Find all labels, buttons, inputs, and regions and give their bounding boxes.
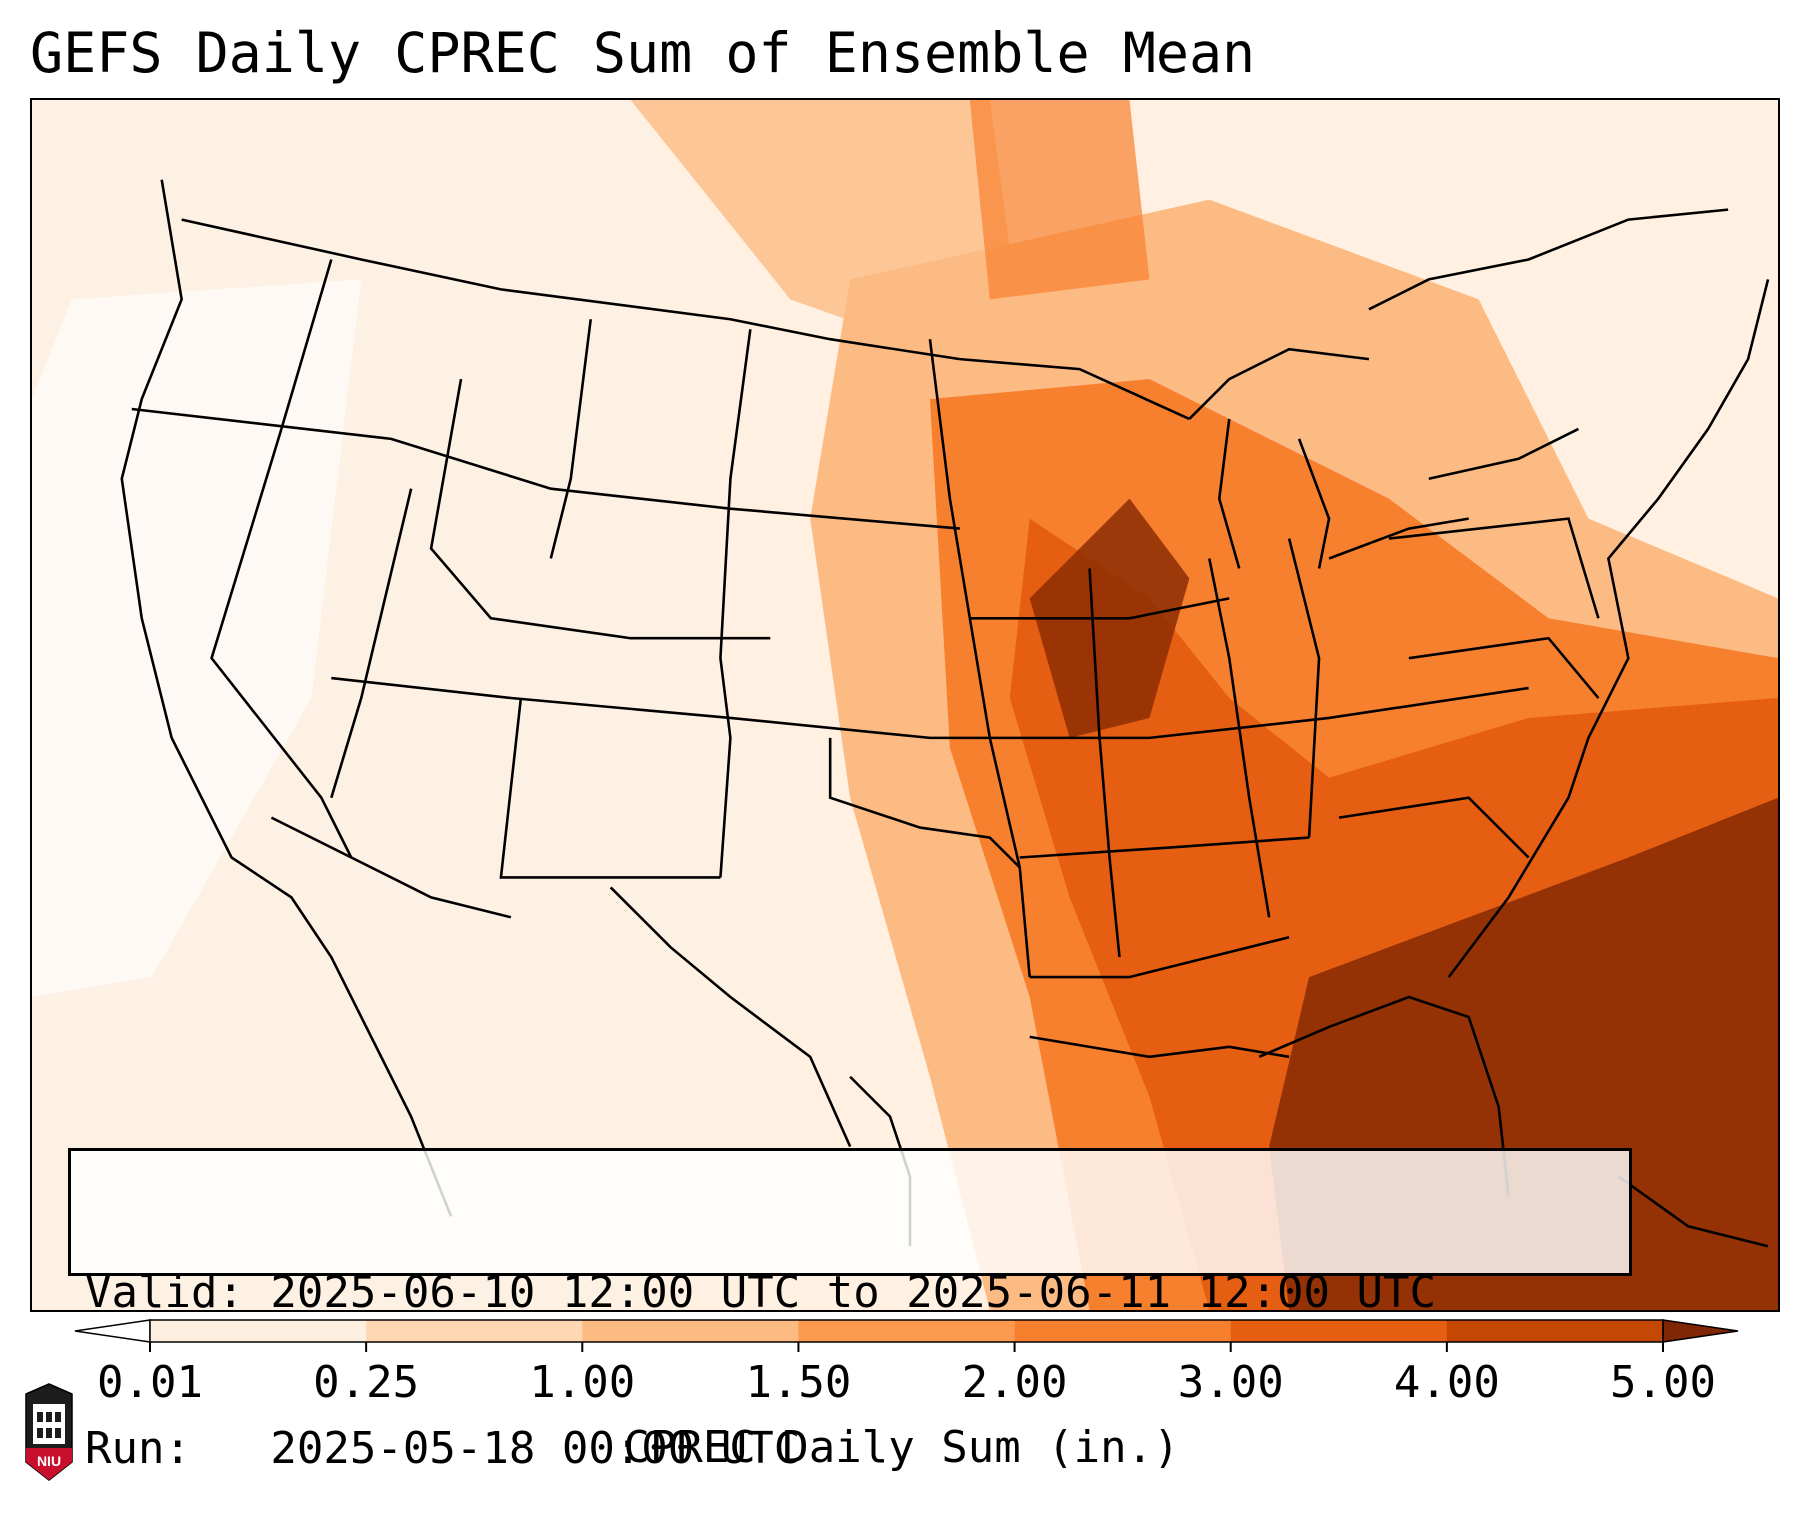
boundary-line: [719, 329, 752, 878]
boundary-line: [429, 378, 771, 640]
boundary-line: [1088, 568, 1121, 958]
colorbar-tick-label: 1.50: [745, 1357, 852, 1408]
colorbar-tick-labels: 0.01 0.25 1.00 1.50 2.00 3.00 4.00 5.00: [0, 1355, 1803, 1415]
colorbar-segment: [1014, 1320, 1232, 1342]
north-plains-precip: [630, 100, 1010, 350]
canada-border: [181, 218, 961, 361]
svg-text:NIU: NIU: [37, 1453, 61, 1469]
boundary-line: [331, 676, 990, 740]
gulf-coastline: [1029, 1035, 1290, 1059]
boundary-line: [1388, 517, 1600, 619]
niu-logo: NIU: [25, 1383, 73, 1481]
atlantic-coastline: [1447, 279, 1770, 978]
boundary-line: [1019, 836, 1310, 859]
canada-precip: [969, 100, 1150, 300]
state-boundaries: [120, 179, 1770, 1248]
run-time-text: Run: 2025-05-18 00:00 UTC: [85, 1423, 801, 1474]
boundary-line: [210, 259, 353, 859]
far-west-dry: [32, 279, 362, 998]
valid-time-text: Valid: 2025-06-10 12:00 UTC to 2025-06-1…: [85, 1267, 1437, 1318]
colorbar-tick-label: 2.00: [961, 1357, 1068, 1408]
boundary-line: [609, 886, 852, 1148]
colorbar-over-arrow: [1662, 1319, 1739, 1343]
colorbar-segment: [798, 1320, 1016, 1342]
colorbar-tick-label: 3.00: [1177, 1357, 1284, 1408]
boundary-line: [1208, 558, 1271, 918]
boundary-line: [828, 737, 1021, 869]
colorbar-segment: [1230, 1320, 1448, 1342]
colorbar-segments: [74, 1319, 1739, 1343]
boundary-line: [131, 407, 960, 530]
boundary-line: [330, 488, 413, 799]
boundary-line: [969, 597, 1230, 620]
colorbar-tick-label: 5.00: [1610, 1357, 1716, 1408]
colorbar-segment: [366, 1320, 583, 1342]
colorbar: [74, 1319, 1739, 1352]
boundary-line: [1338, 796, 1530, 859]
colorbar-title: CPREC Daily Sum (in.): [623, 1422, 1180, 1473]
colorbar-outline: [149, 1319, 1664, 1343]
boundary-line: [549, 319, 593, 559]
pacific-coastline: [120, 179, 453, 1217]
gulf-coastline: [1258, 995, 1510, 1197]
colorbar-segment: [582, 1320, 799, 1342]
boundary-line: [270, 816, 512, 919]
boundary-line: [1408, 636, 1600, 699]
great-lakes-outline: [1188, 347, 1370, 420]
boundary-line: [959, 357, 1190, 421]
great-lakes-outline: [1217, 418, 1241, 569]
boundary-line: [928, 339, 1032, 978]
caribbean-islands: [1617, 1175, 1769, 1248]
colorbar-segment: [150, 1320, 367, 1342]
boundary-line: [1287, 538, 1321, 838]
map-panel: [30, 98, 1780, 1312]
colorbar-tick-label: 1.00: [529, 1357, 636, 1408]
great-lakes-outline: [1297, 438, 1331, 569]
valid-run-info-box: Valid: 2025-06-10 12:00 UTC to 2025-06-1…: [68, 1148, 1632, 1474]
great-lakes-outline: [1328, 517, 1469, 560]
boundary-line: [1029, 935, 1290, 979]
colorbar-ticks: [149, 1342, 1664, 1352]
colorbar-segment: [1446, 1320, 1664, 1342]
boundary-line: [1368, 208, 1729, 311]
map-title: GEFS Daily CPREC Sum of Ensemble Mean: [30, 21, 1256, 85]
great-lakes-outline: [1428, 427, 1580, 481]
colorbar-under-arrow: [74, 1319, 151, 1343]
precipitation-map: [32, 100, 1778, 1310]
boundary-line: [499, 697, 721, 879]
colorbar-tick-label: 0.25: [313, 1357, 420, 1408]
colorbar-tick-label: 0.01: [97, 1357, 203, 1408]
colorbar-tick-label: 4.00: [1393, 1357, 1500, 1408]
